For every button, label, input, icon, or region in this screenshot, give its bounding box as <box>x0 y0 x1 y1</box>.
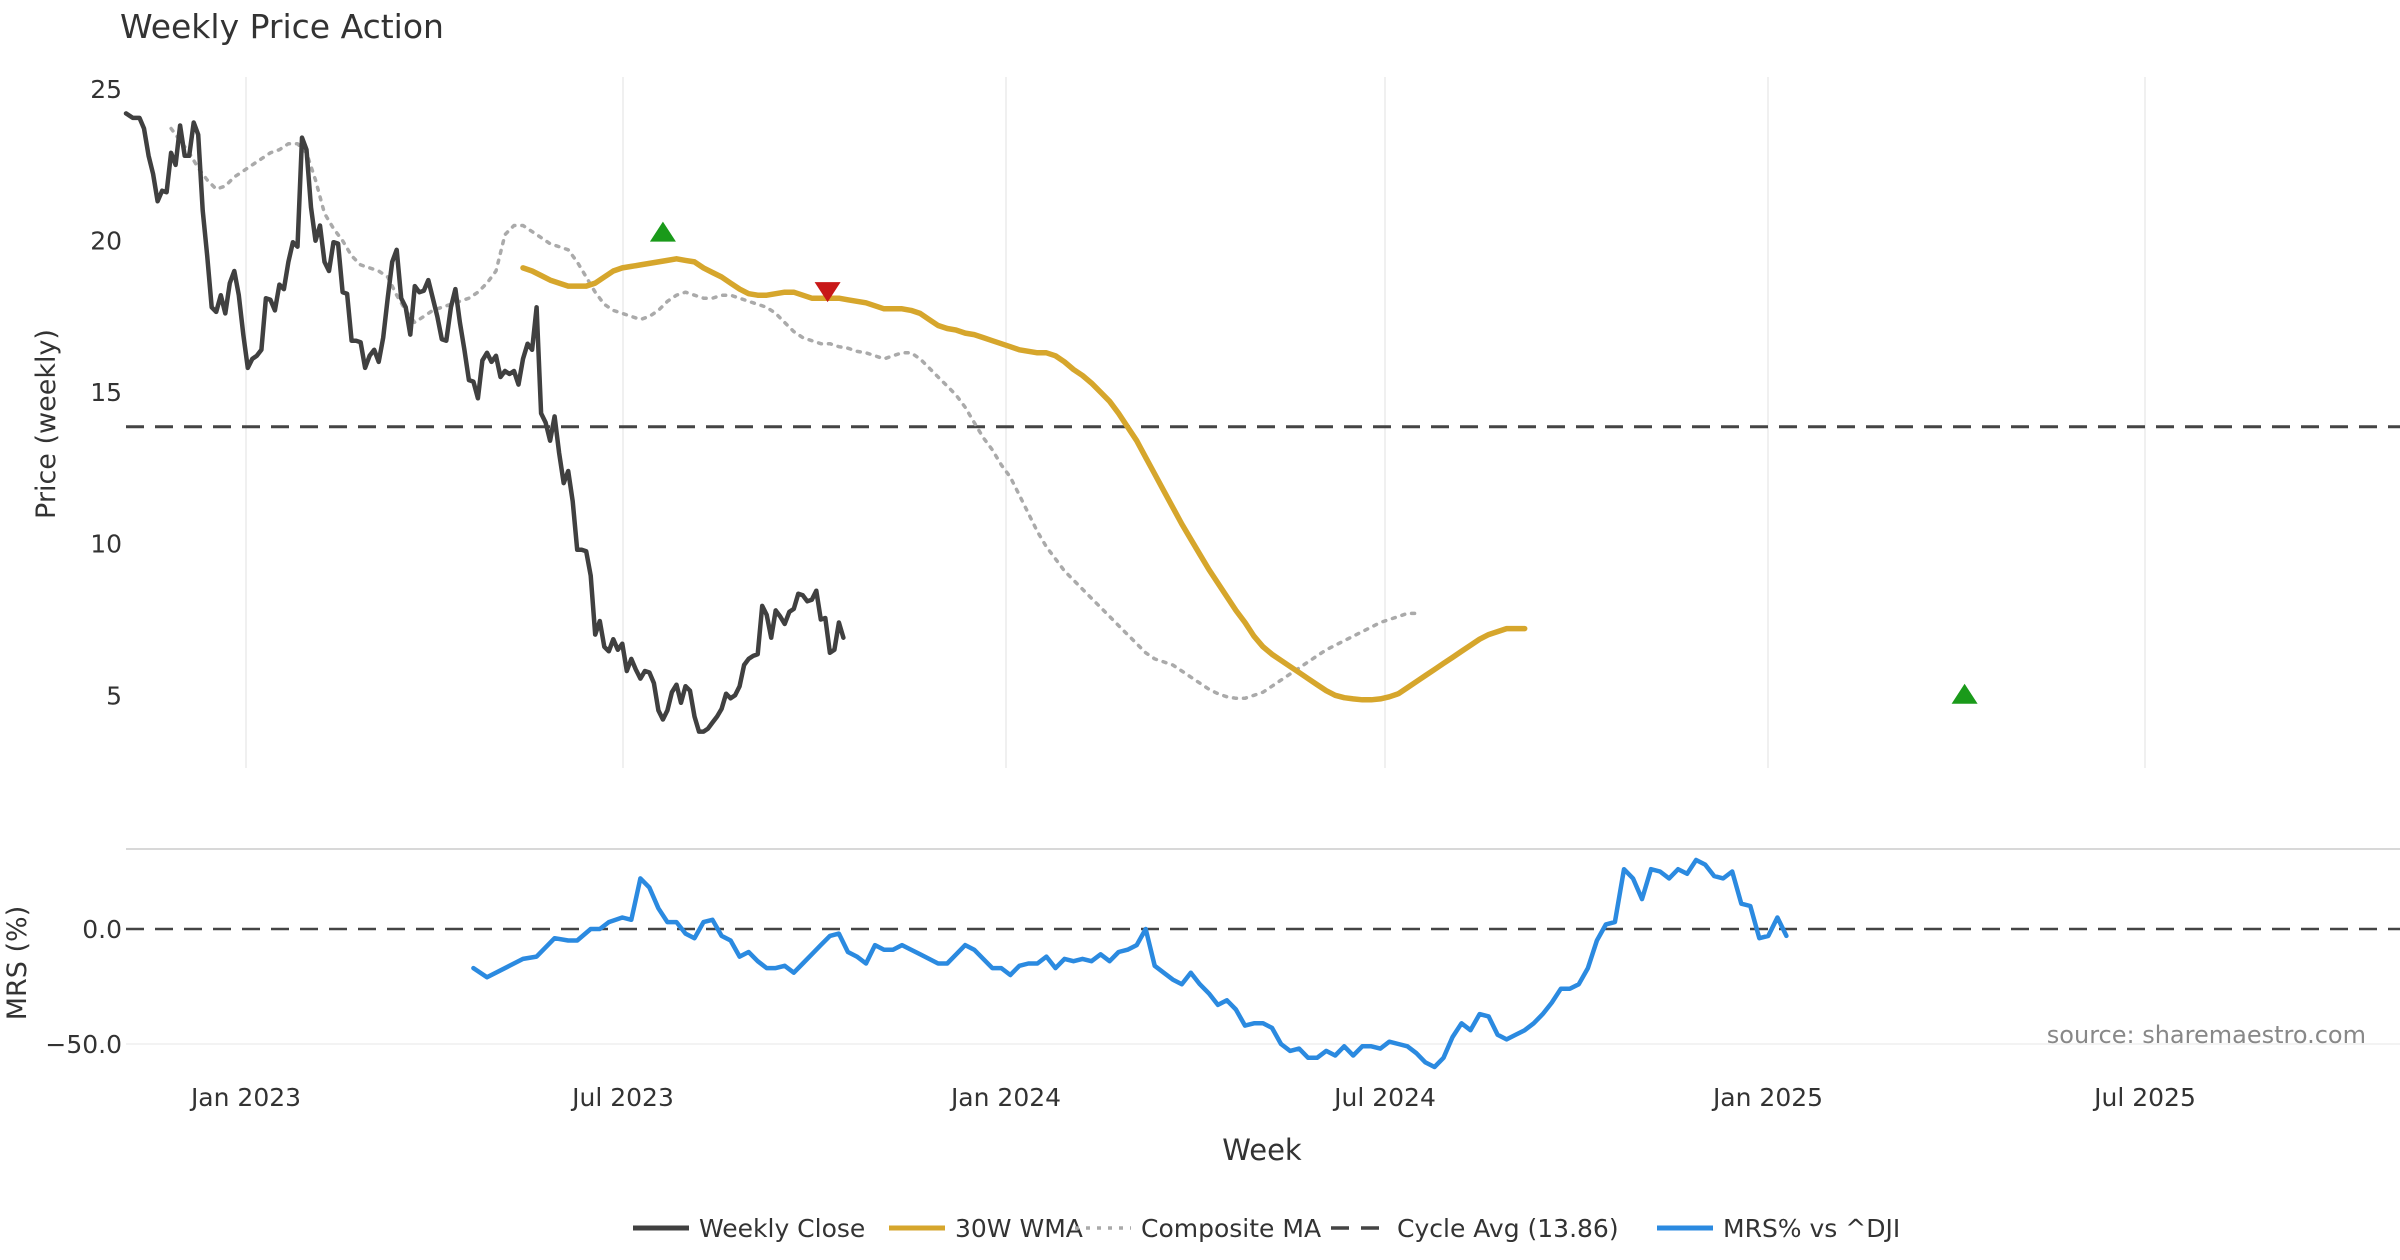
x-tick-label: Jan 2025 <box>1711 1083 1823 1112</box>
price-y-tick-label: 20 <box>90 227 122 256</box>
legend-label: Composite MA <box>1141 1214 1321 1243</box>
x-axis-tick-labels: Jan 2023 Jul 2023 Jan 2024 Jul 2024 Jan 2025… <box>189 1083 2196 1112</box>
series-composite-ma <box>169 126 1419 701</box>
legend-label: Weekly Close <box>699 1214 865 1243</box>
legend-item-cycle-avg-13-86: Cycle Avg (13.86) <box>1331 1214 1619 1243</box>
mrs-y-tick-label: 0.0 <box>82 915 122 944</box>
mrs-y-tick-label: −50.0 <box>45 1030 122 1059</box>
price-y-tick-label: 25 <box>90 75 122 104</box>
mrs-y-axis-ticks: 0.0 −50.0 <box>45 915 122 1059</box>
x-tick-label: Jan 2023 <box>189 1083 301 1112</box>
chart-title: Weekly Price Action <box>120 7 444 46</box>
series-mrs-vs-dji <box>471 857 1789 1070</box>
x-tick-label: Jul 2024 <box>1332 1083 1436 1112</box>
source-watermark: source: sharemaestro.com <box>2047 1021 2366 1049</box>
price-y-tick-label: 15 <box>90 378 122 407</box>
legend-item-mrs-vs-dji: MRS% vs ^DJI <box>1657 1214 1900 1243</box>
x-tick-label: Jul 2025 <box>2092 1083 2196 1112</box>
price-panel-gridlines <box>245 77 2146 768</box>
series-weekly-close <box>123 111 846 734</box>
legend-label: Cycle Avg (13.86) <box>1397 1214 1619 1243</box>
x-axis-label: Week <box>1222 1133 1302 1167</box>
mrs-panel-series <box>471 857 1789 1070</box>
price-y-axis-label: Price (weekly) <box>31 329 62 519</box>
legend: Weekly Close 30W WMA Composite MA Cycle Avg… <box>633 1214 1900 1243</box>
buy-signal-marker <box>649 221 676 242</box>
signal-markers <box>649 221 1978 704</box>
legend-item-30w-wma: 30W WMA <box>889 1214 1083 1243</box>
series-30w-wma <box>520 256 1528 703</box>
mrs-y-axis-label: MRS (%) <box>2 906 33 1021</box>
x-tick-label: Jul 2023 <box>570 1083 674 1112</box>
price-panel-series <box>123 111 1528 734</box>
price-y-tick-label: 5 <box>106 681 122 710</box>
legend-item-weekly-close: Weekly Close <box>633 1214 865 1243</box>
sell-signal-marker <box>814 282 841 303</box>
legend-label: MRS% vs ^DJI <box>1723 1214 1900 1243</box>
price-y-tick-label: 10 <box>90 530 122 559</box>
buy-signal-marker <box>1951 683 1978 704</box>
legend-label: 30W WMA <box>955 1214 1083 1243</box>
legend-item-composite-ma: Composite MA <box>1075 1214 1321 1243</box>
x-tick-label: Jan 2024 <box>949 1083 1061 1112</box>
price-y-axis-ticks: 5 10 15 20 25 <box>90 75 122 710</box>
